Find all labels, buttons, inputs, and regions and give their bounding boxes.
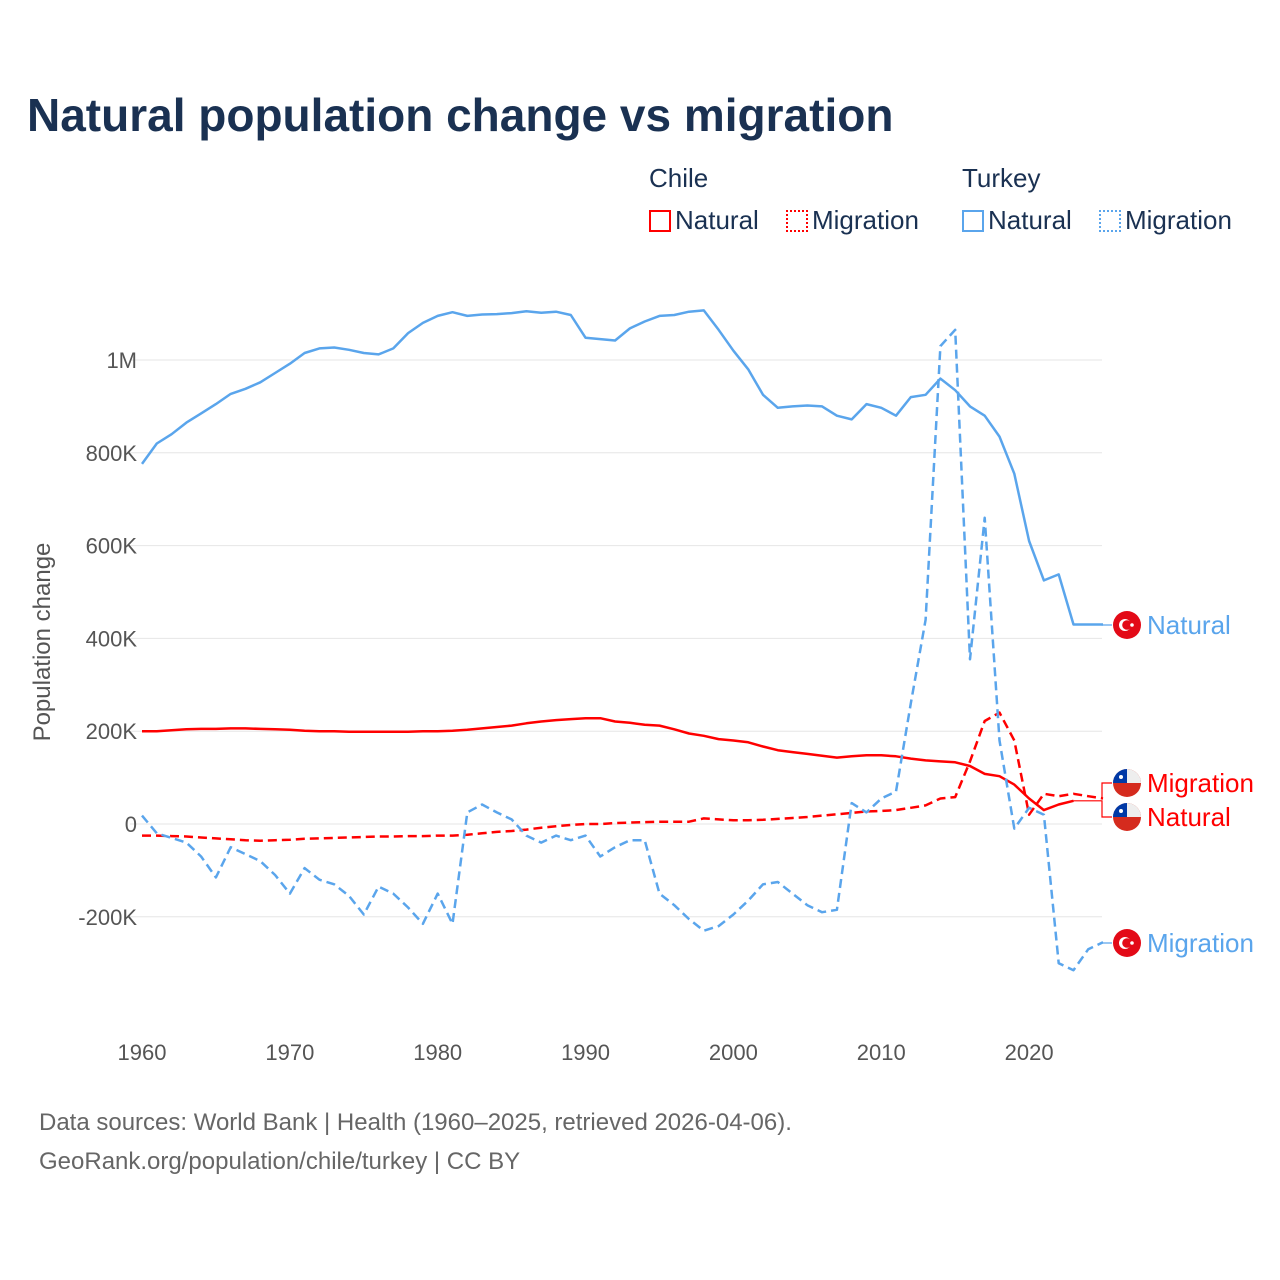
legend-swatch-dotted (1099, 210, 1121, 232)
label-connector (1101, 941, 1112, 944)
footer-sources: Data sources: World Bank | Health (1960–… (39, 1109, 792, 1136)
y-tick-label: 600K (86, 534, 138, 559)
chart-title: Natural population change vs migration (27, 89, 894, 141)
crescent-cut (1122, 620, 1132, 630)
end-label: Natural (1147, 802, 1231, 832)
y-tick-label: 400K (86, 626, 138, 651)
x-tick-label: 2010 (857, 1040, 906, 1065)
legend-swatch-solid (962, 210, 984, 232)
x-tick-label: 1960 (118, 1040, 167, 1065)
y-tick-label: 800K (86, 441, 138, 466)
legend-swatch-dotted (786, 210, 808, 232)
legend-item-chile-migration[interactable]: Migration (786, 205, 919, 236)
series-line-chile-migration (142, 711, 1104, 842)
series-line-turkey-natural (140, 309, 1103, 626)
y-tick-label: 200K (86, 719, 138, 744)
x-tick-label: 2000 (709, 1040, 758, 1065)
legend-label: Migration (812, 205, 919, 235)
label-connector (1101, 782, 1112, 800)
footer-credit: GeoRank.org/population/chile/turkey | CC… (39, 1148, 521, 1175)
legend-label: Natural (988, 205, 1072, 235)
legend-group-turkey: Turkey (962, 163, 1041, 193)
chile-flag-icon (1113, 769, 1141, 797)
y-tick-label: 1M (106, 348, 137, 373)
legend-item-turkey-migration[interactable]: Migration (1099, 205, 1232, 236)
series-line-turkey-migration (141, 328, 1104, 972)
x-tick-label: 1980 (413, 1040, 462, 1065)
y-tick-label: 0 (125, 812, 137, 837)
series-line-chile-natural (142, 716, 1074, 812)
legend-item-chile-natural[interactable]: Natural (649, 205, 759, 236)
x-tick-label: 1990 (561, 1040, 610, 1065)
label-connector (1101, 623, 1112, 626)
star (1119, 809, 1123, 813)
end-label: Migration (1147, 768, 1254, 798)
crescent-cut (1122, 938, 1132, 948)
x-tick-label: 2020 (1005, 1040, 1054, 1065)
turkey-flag-icon (1113, 929, 1141, 957)
legend-label: Natural (675, 205, 759, 235)
legend-swatch-solid (649, 210, 671, 232)
y-axis-label: Population change (29, 543, 56, 742)
label-connector (1073, 800, 1112, 818)
chile-flag-icon (1113, 803, 1141, 831)
legend-group-chile: Chile (649, 163, 709, 193)
star (1130, 623, 1134, 627)
star (1130, 941, 1134, 945)
end-label: Natural (1147, 610, 1231, 640)
legend-item-turkey-natural[interactable]: Natural (962, 205, 1072, 236)
legend-label: Migration (1125, 205, 1232, 235)
turkey-flag-icon (1113, 611, 1141, 639)
y-tick-label: -200K (78, 905, 137, 930)
x-tick-label: 1970 (265, 1040, 314, 1065)
star (1119, 775, 1123, 779)
end-label: Migration (1147, 928, 1254, 958)
